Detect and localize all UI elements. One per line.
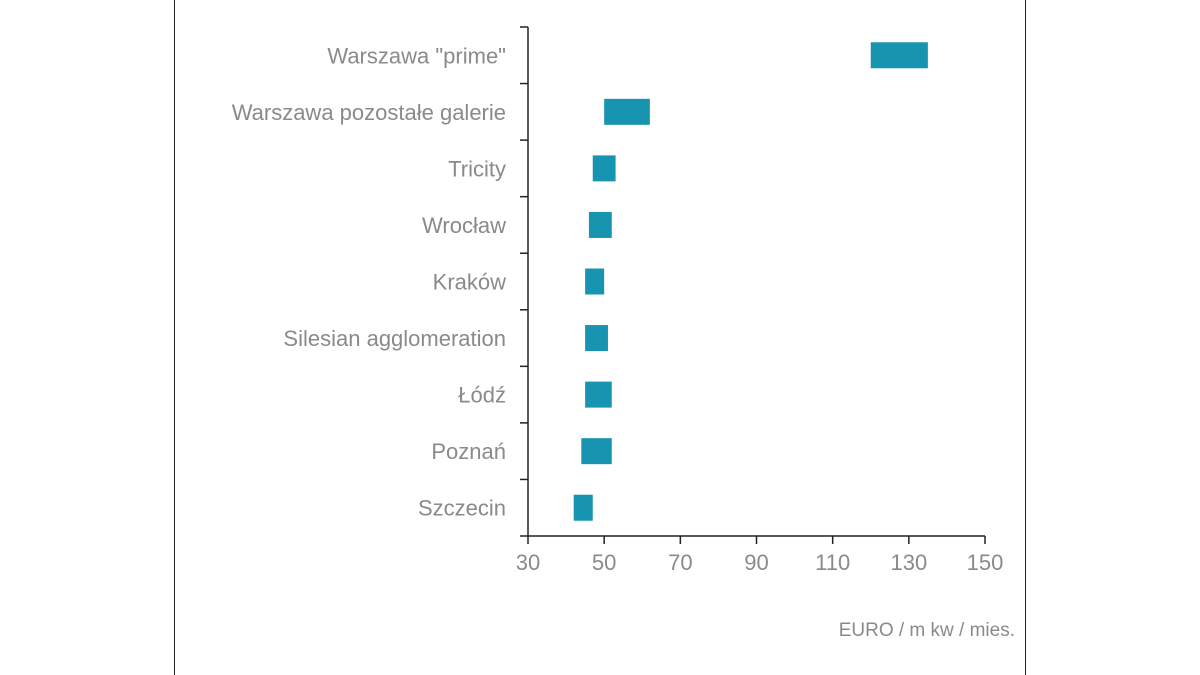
range-bar <box>573 494 593 521</box>
unit-label: EURO / m kw / mies. <box>839 620 1015 641</box>
labels-layer: 30 50 70 90 110 130 150 Warszawa "prime" Warszaw… <box>232 43 1004 575</box>
range-bar <box>588 211 612 238</box>
category-label: Łódź <box>458 383 506 408</box>
range-bar <box>581 438 612 465</box>
x-tick-label: 130 <box>890 550 927 575</box>
x-tick-label: 90 <box>744 550 768 575</box>
axes-layer <box>520 26 986 544</box>
chart-frame <box>174 0 1026 675</box>
category-label: Warszawa pozostałe galerie <box>232 100 506 125</box>
category-label: Szczecin <box>418 496 506 521</box>
x-tick-label: 110 <box>815 550 850 575</box>
range-bar <box>870 42 928 69</box>
x-tick-label: 50 <box>592 550 616 575</box>
x-tick-label: 150 <box>967 550 1004 575</box>
category-label: Kraków <box>433 270 506 295</box>
range-bar <box>585 381 612 408</box>
x-tick-label: 70 <box>668 550 692 575</box>
range-bar <box>585 325 608 352</box>
category-label: Wrocław <box>422 213 506 238</box>
category-label: Warszawa "prime" <box>327 43 506 68</box>
range-bar <box>585 268 605 295</box>
bars-layer <box>573 42 928 521</box>
category-label: Tricity <box>448 156 506 181</box>
category-label: Silesian agglomeration <box>283 326 506 351</box>
x-tick-label: 30 <box>516 550 540 575</box>
range-bar <box>604 98 650 125</box>
range-bar <box>592 155 616 182</box>
category-label: Poznań <box>431 439 506 464</box>
